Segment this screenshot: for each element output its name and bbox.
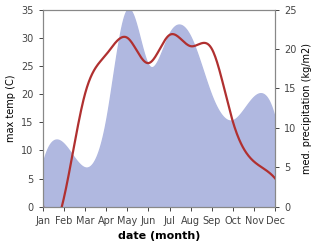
Y-axis label: med. precipitation (kg/m2): med. precipitation (kg/m2)	[302, 43, 313, 174]
X-axis label: date (month): date (month)	[118, 231, 200, 242]
Y-axis label: max temp (C): max temp (C)	[5, 74, 16, 142]
